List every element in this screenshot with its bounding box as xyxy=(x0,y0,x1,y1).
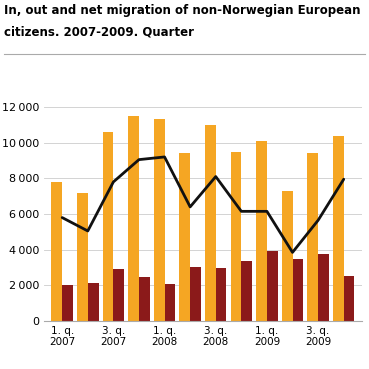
Bar xyxy=(241,261,252,321)
Bar xyxy=(216,268,227,321)
Bar xyxy=(103,132,113,321)
Bar xyxy=(128,116,139,321)
Bar xyxy=(51,182,62,321)
Bar xyxy=(307,154,318,321)
Bar xyxy=(318,254,329,321)
Bar xyxy=(77,193,88,321)
Bar xyxy=(333,135,344,321)
Bar xyxy=(154,120,165,321)
Bar xyxy=(165,283,175,321)
Bar xyxy=(256,141,267,321)
Bar xyxy=(231,152,241,321)
Bar xyxy=(139,277,150,321)
Bar xyxy=(267,251,278,321)
Bar xyxy=(190,267,201,321)
Bar xyxy=(179,154,190,321)
Bar xyxy=(88,283,99,321)
Bar xyxy=(344,276,355,321)
Bar xyxy=(113,269,124,321)
Bar xyxy=(205,125,216,321)
Bar xyxy=(293,259,303,321)
Bar xyxy=(62,285,73,321)
Text: citizens. 2007-2009. Quarter: citizens. 2007-2009. Quarter xyxy=(4,26,194,39)
Text: In, out and net migration of non-Norwegian European: In, out and net migration of non-Norwegi… xyxy=(4,4,360,17)
Bar xyxy=(282,191,293,321)
